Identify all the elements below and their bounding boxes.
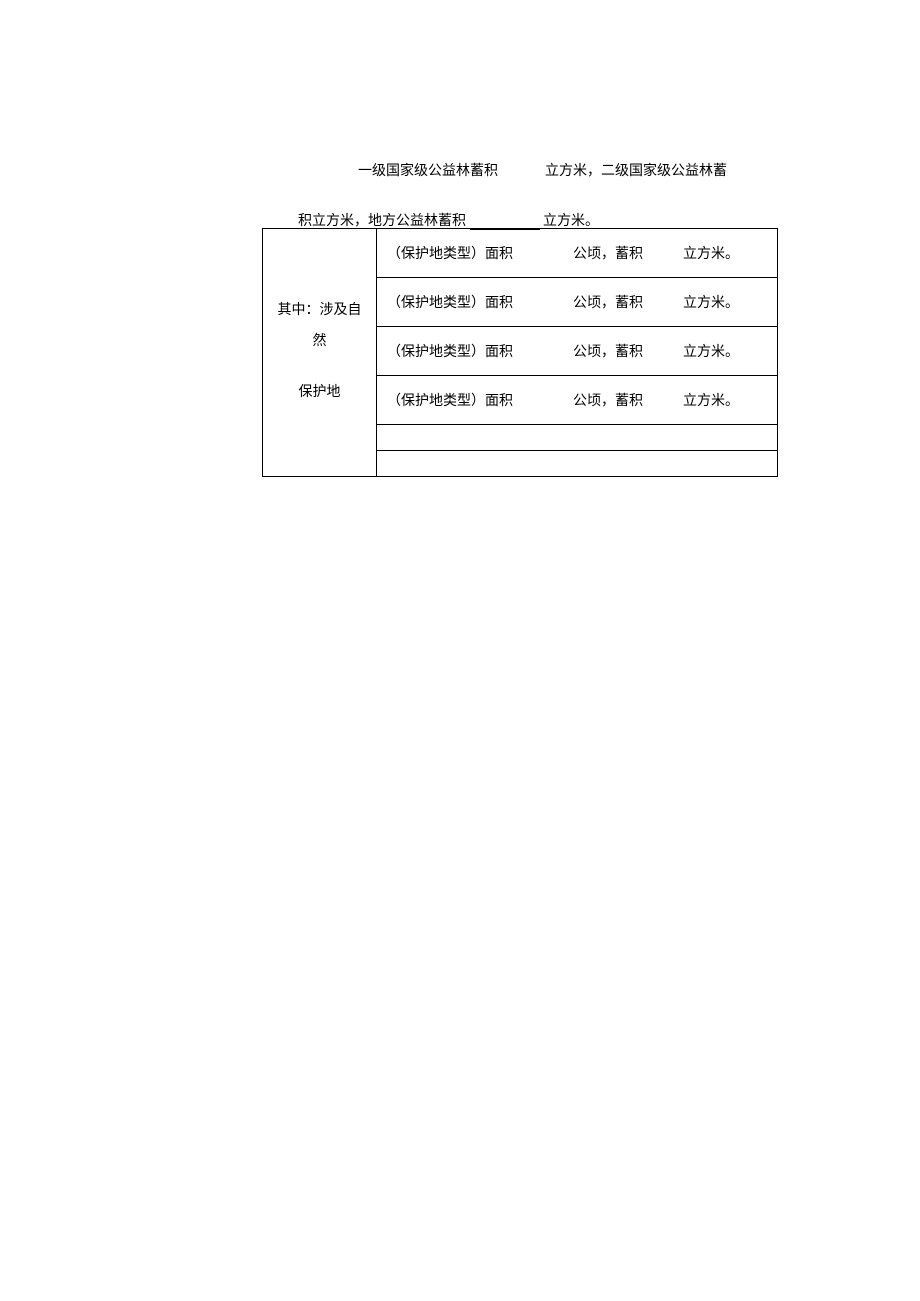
cell-prefix: （保护地类型）面积 bbox=[387, 247, 513, 262]
cell-suffix: 立方米。 bbox=[683, 345, 739, 360]
data-cell: （保护地类型）面积 公顷，蓄积 立方米。 bbox=[377, 327, 778, 376]
header-text-2b: 立方米。 bbox=[543, 214, 599, 229]
data-cell: （保护地类型）面积 公顷，蓄积 立方米。 bbox=[377, 376, 778, 425]
cell-mid: 公顷，蓄积 bbox=[573, 345, 643, 360]
header-line-2: 积立方米，地方公益林蓄积 立方米。 bbox=[298, 210, 599, 230]
cell-mid: 公顷，蓄积 bbox=[573, 296, 643, 311]
cell-mid: 公顷，蓄积 bbox=[573, 394, 643, 409]
empty-cell bbox=[377, 425, 778, 451]
empty-cell bbox=[377, 451, 778, 477]
header-text-1a: 一级国家级公益林蓄积 bbox=[358, 164, 498, 179]
header-text-2a: 积立方米，地方公益林蓄积 bbox=[298, 214, 466, 229]
header-text-1b: 立方米，二级国家级公益林蓄 bbox=[545, 164, 727, 179]
data-cell: （保护地类型）面积 公顷，蓄积 立方米。 bbox=[377, 229, 778, 278]
cell-prefix: （保护地类型）面积 bbox=[387, 296, 513, 311]
cell-prefix: （保护地类型）面积 bbox=[387, 394, 513, 409]
header-line-1: 一级国家级公益林蓄积 立方米，二级国家级公益林蓄 bbox=[358, 160, 727, 180]
cell-suffix: 立方米。 bbox=[683, 247, 739, 262]
left-header-text-2: 保护地 bbox=[271, 378, 368, 409]
left-header-cell: 其中：涉及自然 保护地 bbox=[263, 229, 377, 477]
table-row: 其中：涉及自然 保护地 （保护地类型）面积公顷，蓄积立方米。 bbox=[263, 229, 778, 278]
left-header-text-1: 其中：涉及自然 bbox=[271, 296, 368, 358]
cell-prefix: （保护地类型）面积 bbox=[387, 345, 513, 360]
cell-mid: 公顷，蓄积 bbox=[573, 247, 643, 262]
cell-suffix: 立方米。 bbox=[683, 394, 739, 409]
cell-suffix: 立方米。 bbox=[683, 296, 739, 311]
forest-table: 其中：涉及自然 保护地 （保护地类型）面积公顷，蓄积立方米。 （保护地类型）面积… bbox=[262, 228, 778, 477]
data-table: 其中：涉及自然 保护地 （保护地类型）面积公顷，蓄积立方米。 （保护地类型）面积… bbox=[262, 228, 778, 477]
data-cell: （保护地类型）面积 公顷，蓄积 立方米。 bbox=[377, 278, 778, 327]
